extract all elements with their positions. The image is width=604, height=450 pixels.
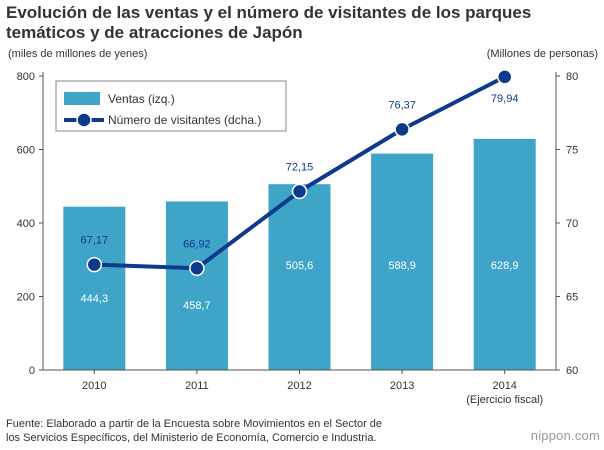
bar-value-label: 444,3 xyxy=(81,293,109,305)
y-left-tick-label: 600 xyxy=(17,145,35,157)
bar-value-label: 628,9 xyxy=(491,260,519,272)
visitors-point xyxy=(189,260,205,277)
bar xyxy=(473,138,536,370)
bar xyxy=(371,153,434,370)
legend-box xyxy=(55,80,287,132)
source-note: Fuente: Elaborado a partir de la Encuest… xyxy=(6,417,476,445)
source-line-1: Fuente: Elaborado a partir de la Encuest… xyxy=(6,418,383,430)
x-tick-label: 2012 xyxy=(287,380,311,392)
y-right-tick-label: 70 xyxy=(566,218,578,230)
y-left-tick-label: 0 xyxy=(29,365,35,377)
y-right-tick-label: 60 xyxy=(566,365,578,377)
visitors-value-label: 66,92 xyxy=(183,238,211,250)
y-right-axis-label: (Millones de personas) xyxy=(487,48,598,60)
bar-value-label: 458,7 xyxy=(183,300,211,312)
bar xyxy=(268,184,331,370)
chart-title: Evolución de las ventas y el número de v… xyxy=(6,3,596,43)
legend-bar-swatch xyxy=(64,92,100,105)
bar-value-label: 588,9 xyxy=(388,260,416,272)
x-tick-label: 2011 xyxy=(185,380,209,392)
y-left-tick-label: 400 xyxy=(17,218,35,230)
visitors-point xyxy=(86,256,103,273)
x-axis-note: (Ejercicio fiscal) xyxy=(466,394,543,406)
bar-value-label: 505,6 xyxy=(286,260,314,272)
bar xyxy=(165,201,228,370)
legend-line-marker xyxy=(76,112,92,128)
y-left-tick-label: 200 xyxy=(17,292,35,304)
visitors-point xyxy=(496,69,513,85)
x-tick-label: 2013 xyxy=(390,380,414,392)
y-left-tick-label: 800 xyxy=(17,71,35,83)
visitors-value-label: 67,17 xyxy=(81,235,109,247)
bar xyxy=(63,206,126,370)
chart-title-line-1: Evolución de las ventas y el número de v… xyxy=(6,3,532,22)
y-right-tick-label: 75 xyxy=(566,145,578,157)
y-right-tick-label: 80 xyxy=(566,71,578,83)
visitors-point xyxy=(291,183,308,200)
source-line-2: los Servicios Específicos, del Ministeri… xyxy=(6,432,377,444)
brand-logo: nippon.com xyxy=(530,428,600,443)
visitors-value-label: 72,15 xyxy=(286,161,314,173)
y-right-tick-label: 65 xyxy=(566,292,578,304)
x-tick-label: 2014 xyxy=(492,380,516,392)
legend-bar-label: Ventas (izq.) xyxy=(108,92,175,106)
visitors-value-label: 76,37 xyxy=(388,99,416,111)
legend-line-label: Número de visitantes (dcha.) xyxy=(108,113,261,127)
chart-title-line-2: temáticos y de atracciones de Japón xyxy=(6,23,303,42)
visitors-value-label: 79,94 xyxy=(491,93,519,105)
visitors-point xyxy=(394,121,410,138)
y-left-axis-label: (miles de millones de yenes) xyxy=(8,48,147,60)
x-tick-label: 2010 xyxy=(82,380,106,392)
